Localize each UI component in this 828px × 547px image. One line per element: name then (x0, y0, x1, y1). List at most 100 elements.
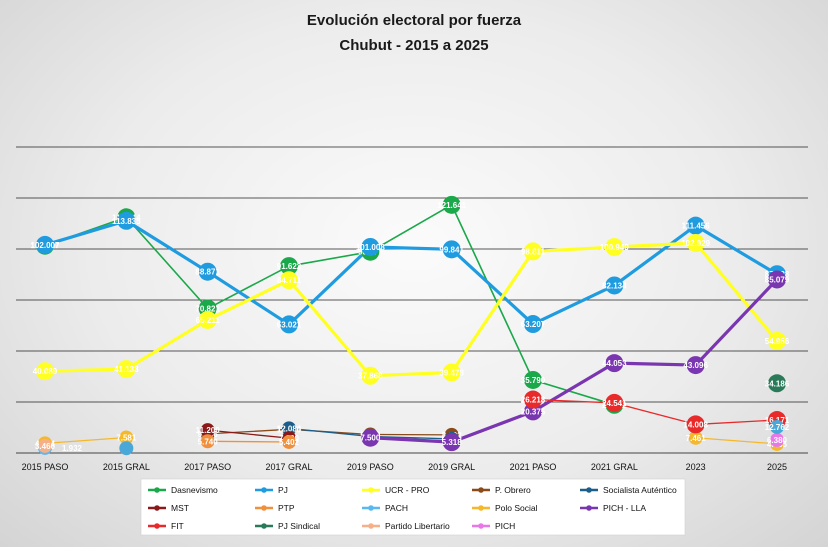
legend-swatch-marker (368, 505, 374, 511)
data-label: 43.096 (683, 361, 708, 370)
data-point (117, 211, 136, 230)
legend-entry-label: PJ Sindical (278, 521, 320, 531)
data-point (361, 366, 380, 385)
data-label: 7.461 (686, 434, 707, 443)
chart-title-line1: Evolución electoral por fuerza (307, 12, 522, 29)
data-point (36, 362, 54, 381)
data-point (768, 331, 786, 350)
data-point (200, 434, 215, 449)
data-point (117, 360, 136, 379)
data-label: 5.740 (198, 437, 219, 446)
data-point (280, 315, 298, 334)
data-point (524, 390, 542, 409)
data-label: 121.641 (437, 201, 466, 210)
data-label: 63.207 (521, 320, 546, 329)
x-tick-label: 2019 GRAL (428, 462, 475, 472)
data-point (282, 421, 296, 436)
data-label: 35.790 (521, 376, 546, 385)
data-point (282, 434, 296, 449)
data-label: 111.456 (682, 222, 711, 231)
data-label: 7.500 (360, 434, 381, 443)
data-label: 54.956 (765, 337, 790, 346)
series-line (695, 437, 778, 445)
data-label: 26.218 (521, 396, 546, 405)
series-line (44, 436, 127, 444)
legend-entry-label: FIT (171, 521, 184, 531)
data-point (770, 432, 784, 447)
x-tick-label: 2021 GRAL (591, 462, 638, 472)
data-label: 100.949 (600, 243, 629, 252)
legend-swatch-marker (154, 523, 160, 529)
data-label: 39.478 (439, 368, 464, 377)
series-line (207, 440, 290, 443)
data-point (36, 235, 54, 254)
data-label: 6.380 (767, 436, 788, 445)
x-tick-label: 2025 (767, 462, 787, 472)
data-point (605, 238, 624, 257)
data-point (280, 271, 298, 290)
x-tick-label: 2015 PASO (22, 462, 69, 472)
series-points: 101.617115.54470.82191.62298.677121.6413… (31, 195, 790, 456)
series-line (532, 398, 778, 426)
legend-entry-label: Socialista Auténtico (603, 485, 677, 495)
legend-swatch-marker (261, 523, 267, 529)
data-point (524, 370, 542, 389)
data-label: 20.375 (521, 407, 546, 416)
data-point (198, 310, 217, 329)
legend-entry-label: PJ (278, 485, 288, 495)
data-label: 98.811 (521, 247, 546, 256)
x-tick-label: 2021 PASO (510, 462, 557, 472)
data-label: 40.089 (33, 367, 58, 376)
data-label: 91.622 (277, 262, 302, 271)
data-label: 102.929 (681, 239, 710, 248)
data-point (524, 315, 542, 334)
data-point (605, 354, 624, 373)
data-label: 44.053 (602, 359, 627, 368)
data-label: 34.186 (765, 379, 790, 388)
data-point (688, 430, 703, 445)
legend-swatch-marker (586, 487, 592, 493)
legend-swatch-marker (586, 505, 592, 511)
legend-entry-label: PICH - LLA (603, 503, 646, 513)
data-label: 113.835 (112, 217, 141, 226)
data-label: 84.711 (277, 276, 302, 285)
legend-entry-label: PTP (278, 503, 295, 513)
data-label: 41.133 (114, 365, 139, 374)
data-point (686, 356, 705, 375)
data-point (119, 430, 134, 445)
data-label: 99.841 (439, 245, 464, 254)
chart-title-line2: Chubut - 2015 a 2025 (339, 37, 488, 54)
legend-entry-label: PICH (495, 521, 515, 531)
data-point (442, 240, 461, 259)
data-label: 5.318 (442, 438, 463, 447)
legend-entry-label: UCR - PRO (385, 485, 430, 495)
data-point (605, 276, 624, 295)
data-point (768, 270, 786, 289)
data-point (442, 433, 461, 452)
data-point (442, 195, 461, 214)
legend-swatch-marker (154, 487, 160, 493)
x-tick-label: 2017 GRAL (265, 462, 312, 472)
x-tick-label: 2015 GRAL (103, 462, 150, 472)
data-label: 12.762 (765, 423, 790, 432)
data-point (770, 419, 784, 434)
legend-swatch-marker (368, 523, 374, 529)
x-axis-ticks: 2015 PASO 2015 GRAL 2017 PASO 2017 GRAL 2019… (22, 462, 787, 472)
data-label: 1.932 (62, 444, 83, 453)
legend-swatch-marker (154, 505, 160, 511)
data-label: 14.008 (683, 420, 708, 429)
x-tick-label: 2017 PASO (184, 462, 231, 472)
data-point (38, 438, 52, 453)
data-label: 37.868 (358, 372, 383, 381)
legend-entry-label: P. Obrero (495, 485, 531, 495)
series-line (207, 429, 290, 439)
data-point (361, 428, 380, 447)
series-line (44, 241, 779, 378)
data-label: 102.007 (31, 241, 60, 250)
data-label: 88.871 (195, 268, 220, 277)
legend-swatch-marker (478, 487, 484, 493)
data-label: 63.021 (277, 320, 302, 329)
x-tick-label: 2019 PASO (347, 462, 394, 472)
data-label: 24.541 (602, 399, 627, 408)
legend-entry-label: Dasnevismo (171, 485, 218, 495)
